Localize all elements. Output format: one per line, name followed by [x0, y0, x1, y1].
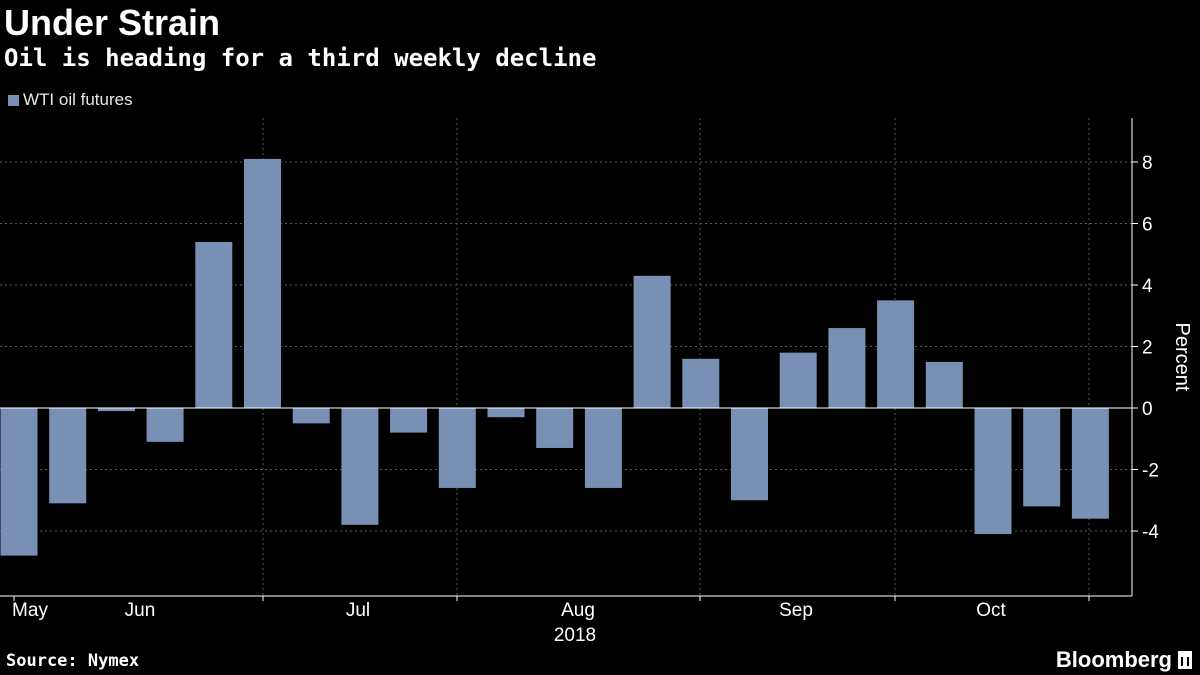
bar-16 — [779, 352, 817, 408]
source-note: Source: Nymex — [6, 651, 140, 671]
bar-17 — [828, 328, 866, 408]
bar-19 — [925, 361, 963, 408]
bar-1 — [49, 408, 87, 504]
bar-10 — [487, 408, 525, 418]
x-year-label: 2018 — [554, 625, 596, 646]
y-tick-label-4: 4 — [1142, 276, 1153, 297]
legend: WTI oil futures — [8, 90, 133, 110]
bar-21 — [1023, 408, 1061, 507]
y-axis-title: Percent — [1171, 323, 1193, 392]
x-tick-label-1: Jun — [125, 600, 156, 621]
y-tick-label-1: -2 — [1142, 461, 1159, 482]
x-tick-label-5: Oct — [976, 600, 1006, 621]
y-tick-label-2: 0 — [1142, 399, 1153, 420]
bar-0 — [0, 408, 38, 556]
bar-9 — [438, 408, 476, 488]
bar-6 — [292, 408, 330, 424]
x-tick-label-2: Jul — [346, 600, 370, 621]
brand-name: Bloomberg — [1055, 647, 1172, 672]
bar-2 — [97, 408, 135, 412]
bar-3 — [146, 408, 184, 442]
bar-13 — [633, 275, 671, 408]
bar-15 — [731, 408, 768, 501]
brand-logo: Bloomberg — [1056, 647, 1192, 673]
y-tick-label-0: -4 — [1142, 522, 1159, 543]
bar-22 — [1071, 408, 1109, 519]
bar-12 — [584, 408, 622, 488]
bar-4 — [195, 241, 233, 408]
y-tick-label-6: 8 — [1142, 153, 1153, 174]
y-tick-label-3: 2 — [1142, 338, 1153, 359]
x-tick-label-3: Aug — [561, 600, 595, 621]
bar-5 — [244, 158, 281, 408]
chart-subtitle: Oil is heading for a third weekly declin… — [4, 44, 597, 72]
bar-20 — [974, 408, 1012, 535]
x-tick-label-4: Sep — [779, 600, 813, 621]
bar-14 — [682, 358, 720, 408]
bar-8 — [390, 408, 428, 433]
y-tick-label-5: 6 — [1142, 215, 1153, 236]
bar-18 — [877, 300, 915, 408]
chart-title: Under Strain — [4, 2, 221, 43]
x-tick-label-0: May — [12, 600, 48, 621]
bloomberg-terminal-icon — [1178, 651, 1192, 669]
bar-7 — [341, 408, 379, 525]
legend-label: WTI oil futures — [23, 90, 133, 109]
bar-11 — [536, 408, 574, 448]
legend-swatch — [8, 94, 19, 106]
